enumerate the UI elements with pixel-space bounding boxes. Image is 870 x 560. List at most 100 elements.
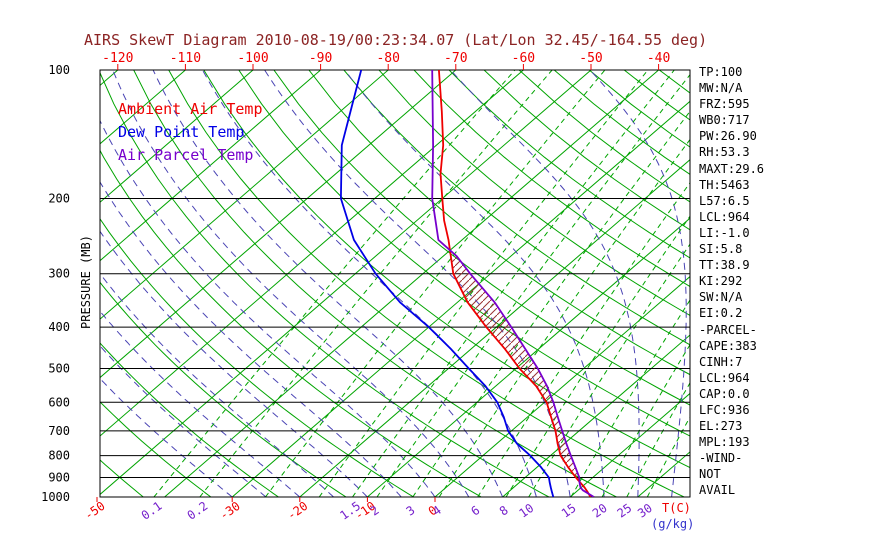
ambient-air-temp-curve [438, 70, 592, 497]
stats-line: CAPE:383 [699, 338, 757, 353]
air-parcel-temp-curve [431, 70, 595, 497]
stats-line: RH:53.3 [699, 145, 750, 160]
dry-adiabat-line [100, 281, 347, 497]
isotherm-line [299, 159, 690, 497]
top-temp-tick-label: -90 [309, 51, 332, 66]
stats-line: KI:292 [699, 274, 743, 289]
isotherm-line [569, 392, 690, 497]
legend-ambient-air-temp: Ambient Air Temp [118, 100, 263, 118]
stats-line: AVAIL [699, 483, 736, 498]
isotherm-line [100, 70, 457, 379]
pressure-tick-label: 700 [48, 424, 70, 438]
mixing-ratio-tick-label: 0.1 [139, 499, 165, 523]
dry-adiabat-line [378, 70, 690, 316]
pressure-grid [99, 69, 691, 498]
isotherm-line [100, 70, 186, 145]
bottom-temp-tick-label: -50 [82, 499, 108, 523]
pressure-tick-label: 600 [48, 395, 70, 409]
mixing-ratio-tick-label: 10 [516, 501, 536, 521]
stats-line: FRZ:595 [699, 97, 750, 112]
dry-adiabat-line [100, 217, 414, 497]
mixing-ratio-lines [153, 70, 690, 497]
dry-adiabat-line [100, 149, 482, 497]
stats-line: MW:N/A [699, 81, 743, 96]
stats-line: PW:26.90 [699, 129, 757, 144]
mixing-ratio-line [601, 343, 690, 497]
mixing-ratio-tick-label: 3 [404, 503, 418, 519]
isotherm-line [367, 217, 690, 497]
stats-line: CINH:7 [699, 354, 743, 369]
stats-line: L57:6.5 [699, 193, 750, 208]
stats-panel: TP:100 MW:N/A FRZ:595 WB0:717 PW:26.90 RH:53.… [699, 64, 764, 499]
mixing-ratio-line [352, 70, 675, 497]
stats-line: CAP:0.0 [699, 386, 750, 401]
moist-adiabat-line [100, 345, 267, 497]
dry-adiabat-line [518, 70, 690, 203]
mixing-ratio-line [438, 138, 690, 497]
legend: Ambient Air Temp Dew Point Temp Air Parc… [118, 98, 263, 167]
stats-line: NOT [699, 467, 721, 482]
moist-adiabat-lines [100, 70, 687, 497]
stats-line: TT:38.9 [699, 258, 750, 273]
chart-title: AIRS SkewT Diagram 2010-08-19/00:23:34.0… [84, 31, 708, 49]
mixing-ratio-line [265, 70, 606, 497]
top-temp-tick-label: -70 [444, 51, 467, 66]
mixing-ratio-line [477, 181, 690, 497]
mixing-ratio-line [505, 215, 690, 497]
pressure-tick-label: 200 [48, 192, 70, 206]
moist-adiabat-line [152, 70, 504, 497]
mixing-ratio-line [570, 299, 690, 497]
stats-line: EI:0.2 [699, 306, 743, 321]
moist-adiabat-line [100, 181, 402, 497]
top-temp-tick-label: -50 [579, 51, 602, 66]
stats-line: WB0:717 [699, 113, 750, 128]
dry-adiabat-line [413, 70, 690, 288]
stats-line: TH:5463 [699, 177, 750, 192]
mixing-ratio-line [528, 243, 690, 497]
stats-line: SW:N/A [699, 290, 743, 305]
stats-line: -WIND- [699, 451, 743, 466]
mixing-ratio-tick-label: 15 [559, 501, 579, 521]
mixing-ratio-line [412, 110, 690, 497]
mixing-ratio-tick-label: 2 [368, 503, 382, 519]
mixing-ratio-tick-label: 0.2 [185, 499, 211, 523]
mixing-ratio-line [318, 70, 649, 497]
stats-line: -PARCEL- [699, 322, 757, 337]
plot-border [99, 69, 691, 498]
mixing-ratio-unit-label: (g/kg) [651, 517, 695, 531]
isotherm-lines [100, 70, 690, 497]
mixing-ratio-tick-label: 20 [590, 501, 610, 521]
dry-adiabat-line [483, 70, 690, 231]
top-temp-tick-label: -60 [512, 51, 535, 66]
moist-adiabat-line [589, 70, 687, 497]
stats-line: MAXT:29.6 [699, 161, 765, 176]
pressure-tick-label: 900 [48, 471, 70, 485]
stats-line: EL:273 [699, 419, 743, 434]
isotherm-line [164, 70, 659, 497]
mixing-ratio-tick-label: 30 [635, 501, 655, 521]
stats-line: TP:100 [699, 65, 743, 79]
bottom-temp-tick-label: -20 [285, 499, 311, 523]
dry-adiabat-line [100, 401, 212, 497]
mixing-ratio-tick-label: 8 [497, 503, 511, 519]
moist-adiabat-line [264, 70, 571, 497]
isotherm-line [100, 70, 254, 203]
moist-adiabat-line [100, 119, 436, 497]
top-temp-tick-label: -80 [376, 51, 399, 66]
top-temp-tick-label: -110 [170, 51, 201, 66]
isotherm-line [434, 275, 690, 497]
dry-adiabat-line [448, 70, 690, 259]
stats-line: SI:5.8 [699, 242, 743, 257]
isotherm-line [502, 334, 690, 497]
cape-area [450, 256, 583, 485]
moist-adiabat-line [112, 70, 470, 497]
mixing-ratio-line [376, 73, 690, 497]
dry-adiabat-line [238, 70, 690, 437]
moist-adiabat-line [450, 70, 640, 497]
stats-line: LCL:964 [699, 209, 750, 224]
bottom-temp-tick-label: -30 [217, 499, 243, 523]
stats-line: LI:-1.0 [699, 225, 750, 240]
dry-adiabat-line [308, 70, 690, 376]
